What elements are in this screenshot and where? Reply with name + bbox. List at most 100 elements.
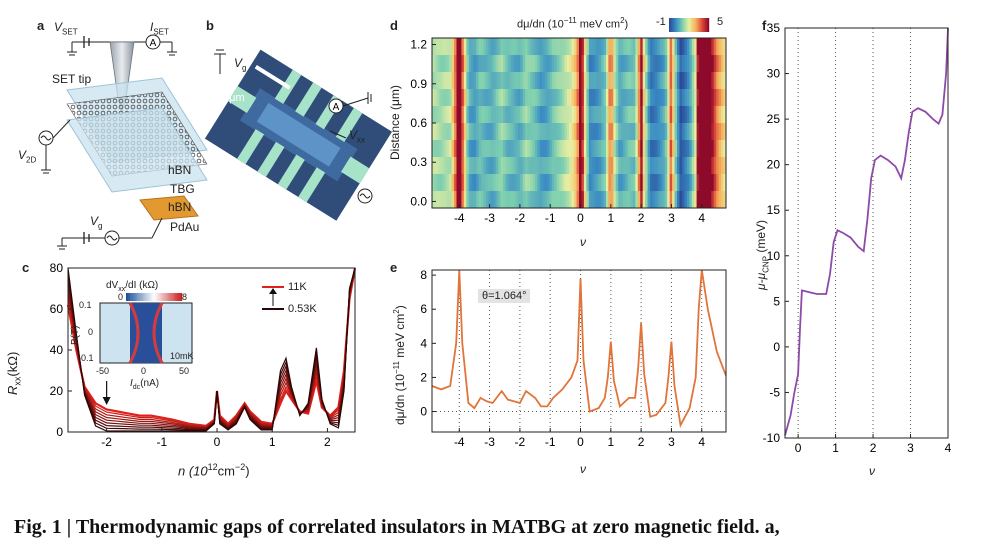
d-heatmap-cell — [615, 191, 619, 209]
d-heatmap-cell — [723, 38, 727, 56]
d-heatmap-cell — [628, 38, 631, 56]
d-heatmap-cell — [434, 106, 438, 124]
d-heatmap-cell — [434, 89, 438, 107]
d-heatmap-cell — [542, 191, 546, 209]
d-heatmap-cell — [711, 140, 715, 158]
d-heatmap-cell — [618, 191, 622, 209]
d-heatmap-cell — [601, 157, 604, 175]
d-heatmap-cell — [574, 89, 577, 107]
v2d-label: V2D — [18, 148, 37, 165]
d-heatmap-cell — [542, 174, 546, 192]
d-heatmap-cell — [488, 55, 492, 73]
d-colorbar-cell — [680, 18, 682, 32]
d-heatmap-cell — [630, 140, 634, 158]
d-heatmap-cell — [610, 174, 614, 192]
d-heatmap-cell — [635, 55, 639, 73]
d-heatmap-cell — [718, 174, 722, 192]
d-heatmap-cell — [498, 55, 501, 73]
d-heatmap-cell — [703, 38, 707, 56]
d-heatmap-cell — [672, 72, 675, 90]
d-heatmap-cell — [544, 106, 548, 124]
d-heatmap-cell — [706, 72, 710, 90]
d-heatmap-cell — [588, 55, 592, 73]
set-tip-label: SET tip — [52, 72, 92, 86]
d-heatmap-cell — [718, 89, 722, 107]
d-heatmap-cell — [718, 55, 722, 73]
d-heatmap-cell — [566, 191, 570, 209]
d-heatmap-cell — [623, 38, 626, 56]
d-heatmap-cell — [527, 140, 531, 158]
d-heatmap-cell — [628, 157, 631, 175]
c-inset-colorbar-cell — [128, 293, 131, 301]
d-xtick-label: -4 — [454, 211, 465, 225]
d-heatmap-cell — [632, 89, 636, 107]
d-heatmap-cell — [556, 191, 560, 209]
d-heatmap-cell — [561, 140, 565, 158]
d-heatmap-cell — [436, 38, 440, 56]
d-heatmap-cell — [674, 106, 678, 124]
d-heatmap-cell — [446, 123, 450, 141]
d-heatmap-cell — [481, 72, 484, 90]
f-ytick-label: 30 — [767, 67, 781, 81]
d-heatmap-cell — [549, 89, 553, 107]
d-heatmap-cell — [610, 89, 614, 107]
d-heatmap-cell — [625, 55, 629, 73]
e-series-line — [431, 269, 727, 429]
d-heatmap-cell — [650, 140, 653, 158]
d-heatmap-cell — [564, 140, 568, 158]
d-heatmap-cell — [581, 89, 585, 107]
d-heatmap-cell — [603, 72, 607, 90]
d-colorbar-cell — [708, 18, 710, 32]
d-heatmap-cell — [495, 38, 499, 56]
d-heatmap-cell — [664, 123, 668, 141]
d-heatmap-cell — [527, 123, 531, 141]
d-heatmap-cell — [488, 123, 492, 141]
d-heatmap-cell — [640, 89, 644, 107]
c-ylabel: Rxx(kΩ) — [5, 351, 23, 395]
ammeter-icon — [145, 34, 161, 50]
d-heatmap-cell — [598, 140, 602, 158]
c-inset-colorbar-cell — [140, 293, 142, 301]
d-heatmap-cell — [461, 55, 465, 73]
d-heatmap-cell — [449, 106, 452, 124]
c-inset-colorbar-cell — [145, 293, 148, 301]
d-heatmap-cell — [596, 123, 599, 141]
d-heatmap-cell — [623, 55, 626, 73]
d-heatmap-cell — [620, 55, 624, 73]
panel-c-letter: c — [22, 260, 30, 275]
d-heatmap-cell — [549, 140, 553, 158]
e-xtick-label: -1 — [545, 435, 556, 449]
d-heatmap-cell — [718, 157, 722, 175]
d-heatmap-cell — [640, 123, 644, 141]
d-heatmap-cell — [495, 191, 499, 209]
d-heatmap-cell — [461, 123, 465, 141]
d-heatmap-cell — [471, 89, 475, 107]
d-heatmap-cell — [657, 55, 661, 73]
d-heatmap-cell — [446, 174, 450, 192]
c-inset-colorbar-cell — [158, 293, 160, 301]
d-heatmap-cell — [485, 89, 489, 107]
d-xtick-label: 4 — [698, 211, 705, 225]
d-heatmap-cell — [635, 140, 639, 158]
d-heatmap-cell — [677, 89, 680, 107]
d-cbar-min: -1 — [656, 16, 666, 28]
d-heatmap-cell — [456, 72, 460, 90]
d-heatmap-cell — [632, 123, 636, 141]
d-heatmap-cell — [657, 89, 661, 107]
d-heatmap-cell — [574, 38, 577, 56]
d-heatmap-cell — [640, 140, 644, 158]
d-heatmap-cell — [721, 89, 724, 107]
d-heatmap-cell — [569, 157, 573, 175]
d-heatmap-cell — [476, 140, 479, 158]
d-heatmap-cell — [458, 55, 462, 73]
d-heatmap-cell — [510, 89, 514, 107]
d-heatmap-cell — [628, 55, 631, 73]
d-heatmap-cell — [640, 55, 644, 73]
d-heatmap-cell — [488, 106, 492, 124]
d-heatmap-cell — [708, 140, 712, 158]
d-heatmap-cell — [476, 174, 479, 192]
c-inset-colorbar — [126, 293, 183, 301]
d-heatmap-cell — [691, 140, 695, 158]
d-heatmap-cell — [463, 55, 467, 73]
f-xlabel: ν — [869, 464, 875, 478]
